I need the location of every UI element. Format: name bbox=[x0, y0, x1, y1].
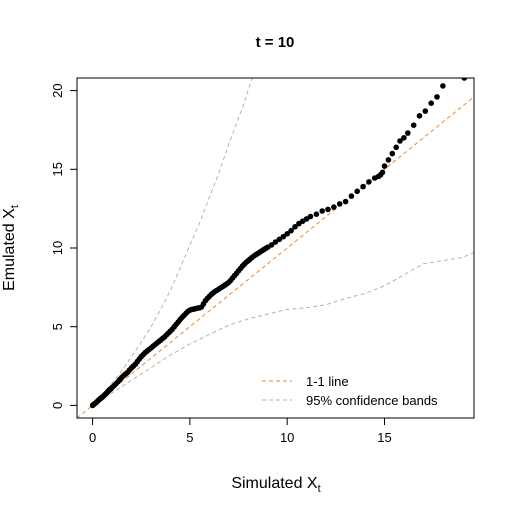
y-axis: 0 5 10 15 20 bbox=[50, 83, 77, 409]
y-tick-label: 15 bbox=[50, 162, 65, 176]
data-point bbox=[284, 231, 291, 237]
plot-area bbox=[77, 78, 474, 418]
data-point bbox=[434, 94, 440, 100]
data-point bbox=[405, 130, 411, 136]
data-point bbox=[272, 239, 279, 245]
y-tick-label: 0 bbox=[50, 402, 65, 409]
y-tick-label: 20 bbox=[50, 83, 65, 97]
data-point bbox=[288, 227, 294, 234]
legend: 1-1 line 95% confidence bands bbox=[262, 374, 438, 408]
chart-title: t = 10 bbox=[256, 34, 295, 51]
y-axis-label: Emulated Xt bbox=[1, 205, 21, 291]
data-point bbox=[292, 224, 298, 230]
x-tick-label: 10 bbox=[280, 430, 294, 445]
x-axis: 0 5 10 15 bbox=[89, 418, 392, 445]
data-point bbox=[410, 122, 417, 128]
data-point bbox=[342, 198, 349, 205]
x-tick-label: 0 bbox=[89, 430, 96, 445]
data-point bbox=[401, 135, 407, 141]
data-point bbox=[461, 78, 468, 81]
data-point bbox=[416, 113, 423, 119]
x-tick-label: 5 bbox=[186, 430, 193, 445]
confidence-band-lower bbox=[92, 252, 474, 406]
y-tick-label: 10 bbox=[50, 241, 65, 255]
data-point bbox=[313, 211, 320, 217]
data-point bbox=[360, 183, 366, 190]
data-point bbox=[389, 150, 396, 157]
data-point bbox=[331, 204, 337, 210]
one-to-one-line bbox=[77, 96, 474, 418]
y-tick-label: 5 bbox=[50, 323, 65, 330]
data-point bbox=[440, 83, 446, 89]
x-tick-label: 15 bbox=[377, 430, 391, 445]
confidence-band-upper bbox=[92, 78, 253, 406]
legend-label-one-to-one: 1-1 line bbox=[306, 374, 349, 389]
data-point bbox=[397, 138, 403, 144]
data-point bbox=[381, 163, 388, 169]
data-point bbox=[319, 208, 326, 214]
data-point bbox=[336, 201, 343, 207]
data-point bbox=[325, 206, 331, 213]
data-point bbox=[385, 157, 392, 163]
data-point bbox=[348, 193, 355, 199]
data-point bbox=[280, 233, 287, 240]
legend-label-confidence-bands: 95% confidence bands bbox=[306, 393, 438, 408]
data-point bbox=[393, 144, 400, 151]
data-point bbox=[307, 213, 314, 220]
data-point bbox=[268, 242, 275, 248]
data-point bbox=[366, 179, 372, 185]
data-point bbox=[428, 100, 435, 106]
data-point bbox=[422, 108, 429, 114]
plot-frame bbox=[76, 77, 475, 419]
x-axis-label: Simulated Xt bbox=[231, 475, 320, 495]
data-point bbox=[354, 188, 361, 195]
data-point bbox=[379, 169, 386, 176]
